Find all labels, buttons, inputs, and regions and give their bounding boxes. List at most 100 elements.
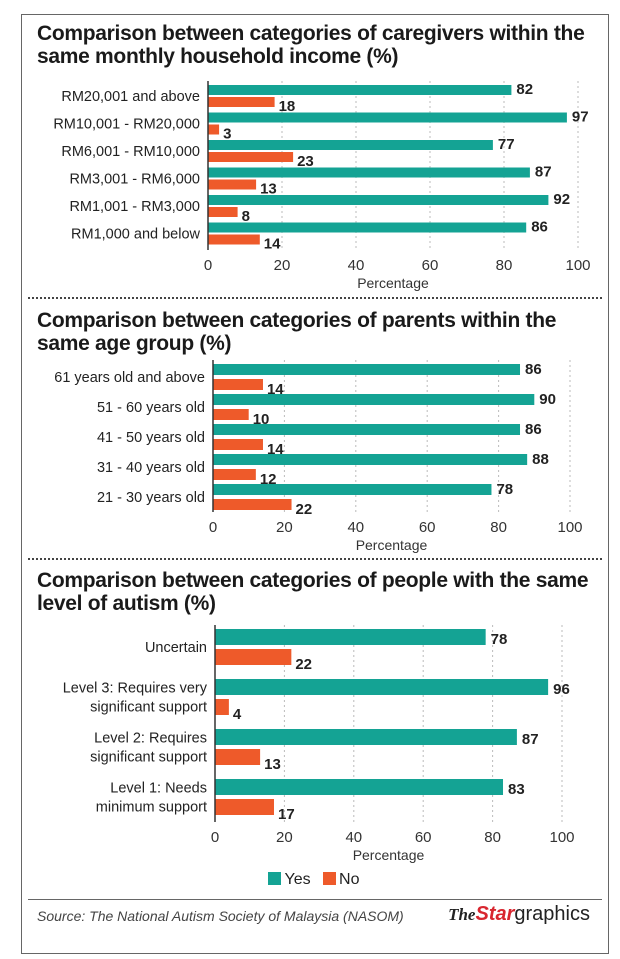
legend: Yes No [0, 871, 620, 889]
x-axis-label: Percentage [356, 537, 428, 553]
category-label: Uncertain [145, 640, 207, 656]
x-tick-label: 80 [496, 257, 513, 274]
data-label-yes: 87 [522, 731, 539, 748]
data-label-no: 13 [260, 181, 277, 198]
x-tick-label: 100 [565, 257, 590, 274]
data-label-yes: 77 [498, 136, 515, 153]
x-axis-label: Percentage [353, 847, 425, 863]
chart-3-title: Comparison between categories of people … [37, 569, 589, 615]
category-label: significant support [90, 700, 207, 716]
data-label-yes: 86 [525, 361, 542, 378]
x-tick-label: 40 [345, 829, 362, 846]
bar-no [215, 699, 229, 715]
chart-2-title: Comparison between categories of parents… [37, 309, 557, 355]
bar-yes [215, 679, 549, 695]
category-label: 31 - 40 years old [97, 460, 205, 476]
category-label: Level 1: Needs [110, 781, 207, 797]
category-label: RM3,001 - RM6,000 [69, 172, 200, 188]
the-star-graphics-logo: TheStargraphics [448, 903, 590, 925]
data-label-yes: 92 [553, 191, 570, 208]
data-label-no: 10 [253, 411, 270, 428]
footer-divider [28, 899, 602, 900]
bar-yes [208, 112, 567, 123]
bar-yes [208, 140, 493, 150]
bar-yes [215, 779, 504, 795]
category-label: 61 years old and above [54, 370, 205, 386]
category-label: 51 - 60 years old [97, 400, 205, 416]
bar-yes [215, 729, 517, 745]
bar-no [215, 799, 274, 815]
bar-no [208, 152, 294, 162]
bar-no [208, 124, 220, 135]
bar-yes [208, 85, 512, 95]
x-tick-label: 20 [274, 257, 291, 274]
bar-no [213, 379, 263, 390]
bar-no [213, 409, 249, 420]
category-label: significant support [90, 750, 207, 766]
data-label-yes: 78 [491, 631, 508, 648]
x-axis-label: Percentage [357, 275, 429, 291]
data-label-no: 22 [296, 501, 313, 518]
x-tick-label: 40 [347, 519, 364, 536]
x-tick-label: 20 [276, 829, 293, 846]
bar-no [213, 439, 263, 450]
bar-yes [208, 167, 530, 178]
category-label: RM20,001 and above [61, 89, 200, 105]
legend-no-label: No [339, 871, 360, 888]
data-label-no: 17 [278, 806, 295, 823]
bar-no [215, 749, 261, 765]
data-label-no: 22 [295, 656, 312, 673]
x-tick-label: 60 [422, 257, 439, 274]
bar-no [213, 499, 292, 510]
category-label: RM1,001 - RM3,000 [69, 199, 200, 215]
bar-yes [215, 629, 486, 645]
x-tick-label: 100 [549, 829, 574, 846]
legend-no-swatch [323, 872, 337, 885]
category-label: Level 2: Requires [94, 731, 207, 747]
data-label-no: 14 [267, 381, 284, 398]
data-label-yes: 78 [496, 481, 513, 498]
x-tick-label: 40 [348, 257, 365, 274]
bar-yes [208, 222, 527, 233]
x-tick-label: 20 [276, 519, 293, 536]
x-tick-label: 0 [209, 519, 217, 536]
data-label-yes: 83 [508, 781, 525, 798]
data-label-no: 4 [233, 706, 242, 723]
legend-yes-label: Yes [284, 871, 311, 888]
bar-no [208, 179, 257, 190]
data-label-no: 3 [223, 126, 231, 143]
legend-yes-swatch [268, 872, 282, 885]
x-tick-label: 80 [484, 829, 501, 846]
data-label-no: 23 [297, 153, 314, 170]
x-tick-label: 100 [557, 519, 582, 536]
data-label-yes: 82 [516, 81, 533, 98]
data-label-no: 12 [260, 471, 277, 488]
category-label: RM6,001 - RM10,000 [61, 144, 200, 160]
data-label-yes: 86 [525, 421, 542, 438]
data-label-yes: 90 [539, 391, 556, 408]
divider [28, 558, 602, 560]
data-label-yes: 96 [553, 681, 570, 698]
bar-no [208, 207, 238, 217]
category-label: minimum support [96, 800, 207, 816]
x-tick-label: 60 [419, 519, 436, 536]
chart-1-title: Comparison between categories of caregiv… [37, 22, 585, 68]
category-label: 41 - 50 years old [97, 430, 205, 446]
bar-no [208, 97, 275, 107]
bar-yes [213, 394, 535, 405]
x-tick-label: 80 [490, 519, 507, 536]
category-label: 21 - 30 years old [97, 490, 205, 506]
bar-yes [208, 195, 549, 205]
infographic-frame [21, 14, 609, 954]
data-label-yes: 97 [572, 109, 589, 126]
data-label-no: 14 [264, 236, 281, 253]
x-tick-label: 0 [211, 829, 219, 846]
x-tick-label: 60 [415, 829, 432, 846]
data-label-yes: 86 [531, 219, 548, 236]
category-label: RM1,000 and below [71, 227, 200, 243]
bar-yes [213, 364, 521, 375]
bar-no [208, 234, 260, 245]
data-label-no: 13 [264, 756, 281, 773]
category-label: RM10,001 - RM20,000 [53, 117, 200, 133]
